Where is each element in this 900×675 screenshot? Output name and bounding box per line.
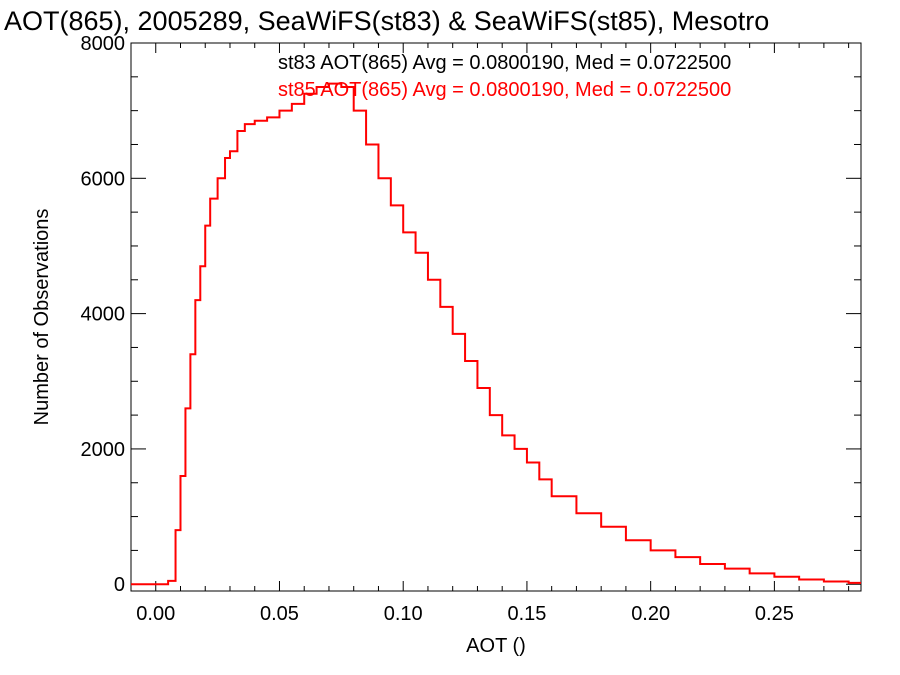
y-tick-label: 2000 <box>81 439 126 461</box>
y-tick-label: 4000 <box>81 304 126 326</box>
plot-area: 0.00 0.05 0.10 0.15 0.20 0.25 0 2000 4000 6000 80… <box>81 33 862 625</box>
x-tick-label: 0.25 <box>755 603 794 625</box>
y-tick-label: 6000 <box>81 168 126 190</box>
y-axis-label: Number of Observations <box>31 209 53 426</box>
y-tick-label: 8000 <box>81 33 126 55</box>
y-tick-label: 0 <box>114 574 125 596</box>
plot-frame <box>130 42 862 592</box>
x-tick-label: 0.15 <box>507 603 546 625</box>
x-tick-label: 0.00 <box>136 603 175 625</box>
annotation-st83: st83 AOT(865) Avg = 0.0800190, Med = 0.0… <box>278 52 731 74</box>
x-axis-label: AOT () <box>466 635 526 657</box>
series-line <box>131 82 861 586</box>
x-tick-label: 0.05 <box>260 603 299 625</box>
x-tick-label: 0.20 <box>631 603 670 625</box>
x-axis-ticks: 0.00 0.05 0.10 0.15 0.20 0.25 <box>136 43 850 625</box>
x-tick-label: 0.10 <box>384 603 423 625</box>
annotation-st85: st85 AOT(865) Avg = 0.0800190, Med = 0.0… <box>278 79 731 101</box>
chart-title: AOT(865), 2005289, SeaWiFS(st83) & SeaWi… <box>4 6 769 36</box>
y-axis-ticks: 0 2000 4000 6000 8000 <box>81 33 861 596</box>
